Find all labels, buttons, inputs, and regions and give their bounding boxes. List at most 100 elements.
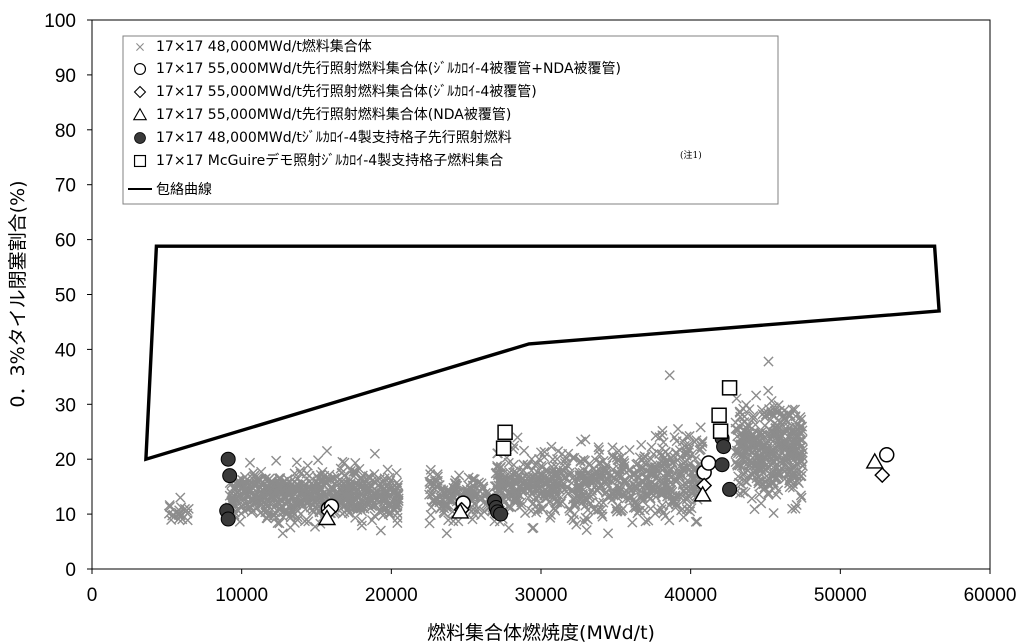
data-point-48000-assembly-shape xyxy=(260,473,271,484)
data-point-48000-assembly-shape xyxy=(317,466,328,478)
data-point-48000-assembly-shape xyxy=(228,482,239,494)
data-point-48000-zr4-grid-shape xyxy=(716,439,732,455)
data-point-48000-assembly-shape xyxy=(305,478,317,489)
data-point-48000-assembly-shape xyxy=(337,456,348,467)
x-tick-label: 40000 xyxy=(664,585,717,606)
data-point-48000-assembly-shape xyxy=(292,512,303,523)
data-point-48000-assembly xyxy=(349,466,361,477)
data-point-48000-assembly-shape xyxy=(183,503,194,514)
data-point-48000-assembly xyxy=(379,473,390,484)
y-tick-label: 10 xyxy=(55,505,76,526)
data-point-48000-assembly-shape xyxy=(260,503,271,515)
data-point-48000-assembly xyxy=(345,465,356,477)
data-point-48000-assembly-shape xyxy=(336,476,347,487)
x-tick-label: 10000 xyxy=(215,585,268,606)
data-point-48000-assembly xyxy=(289,468,300,479)
legend-marker-2-shape xyxy=(133,62,147,76)
data-point-48000-assembly xyxy=(300,504,311,515)
x-tick-label: 30000 xyxy=(515,585,568,606)
legend-marker-6 xyxy=(133,154,147,168)
data-point-48000-assembly xyxy=(292,512,303,523)
data-point-48000-assembly xyxy=(348,466,359,477)
x-tick-label: 50000 xyxy=(814,585,867,606)
data-point-48000-assembly-shape xyxy=(271,455,282,466)
data-point-48000-assembly-shape xyxy=(274,498,285,510)
data-point-48000-assembly-shape xyxy=(263,474,274,485)
data-point-48000-assembly xyxy=(228,482,239,494)
y-tick-label: 30 xyxy=(55,395,76,416)
data-point-48000-assembly-shape xyxy=(294,466,306,477)
y-tick-label: 90 xyxy=(55,66,76,87)
data-point-48000-assembly xyxy=(311,495,322,506)
data-point-48000-assembly-shape xyxy=(393,495,404,507)
data-point-48000-assembly xyxy=(302,460,313,471)
data-point-mcguire-shape xyxy=(721,380,738,396)
data-point-48000-assembly-shape xyxy=(311,495,322,506)
data-point-mcguire-shape xyxy=(711,407,727,424)
y-tick-label: 40 xyxy=(55,340,76,361)
y-tick-label: 80 xyxy=(55,121,76,142)
data-point-48000-assembly xyxy=(164,499,175,511)
data-point-48000-zr4-grid-shape xyxy=(722,481,738,497)
data-point-mcguire xyxy=(495,440,512,456)
data-point-48000-assembly xyxy=(369,510,380,522)
y-tick-label: 60 xyxy=(55,231,76,252)
data-point-48000-assembly xyxy=(317,466,328,478)
data-point-48000-assembly xyxy=(305,478,317,489)
data-point-48000-assembly-shape xyxy=(250,491,261,502)
data-point-48000-assembly-shape xyxy=(164,501,176,512)
y-tick-label: 50 xyxy=(55,286,76,307)
data-point-mcguire-shape xyxy=(497,424,513,441)
data-point-48000-assembly xyxy=(339,457,350,468)
data-point-48000-zr4-grid-shape xyxy=(714,457,730,473)
data-point-48000-assembly xyxy=(393,495,404,507)
legend-label-7: 包絡曲線 xyxy=(156,182,212,198)
data-point-mcguire xyxy=(721,380,738,396)
data-point-48000-assembly-shape xyxy=(351,485,362,497)
data-point-48000-assembly xyxy=(174,505,185,516)
data-point-48000-assembly-shape xyxy=(262,513,273,524)
data-point-48000-assembly-shape xyxy=(300,504,311,515)
data-point-48000-assembly-shape xyxy=(288,482,299,493)
legend-label-1: 17×17 48,000MWd/t燃料集合体 xyxy=(156,38,372,55)
data-point-48000-assembly xyxy=(248,471,259,482)
data-point-48000-assembly-shape xyxy=(241,490,252,502)
data-point-48000-zr4-grid xyxy=(716,439,732,455)
data-point-48000-assembly xyxy=(264,479,275,490)
data-point-48000-assembly xyxy=(380,489,391,500)
data-point-48000-assembly xyxy=(283,488,294,500)
data-point-48000-assembly xyxy=(261,495,272,506)
data-point-mcguire-shape xyxy=(495,440,512,456)
data-point-48000-assembly xyxy=(356,520,367,531)
data-point-48000-assembly xyxy=(350,481,361,492)
data-point-48000-assembly xyxy=(234,516,245,527)
data-point-48000-assembly xyxy=(392,507,403,519)
data-point-48000-assembly xyxy=(385,475,396,486)
data-point-48000-zr4-grid xyxy=(220,511,236,527)
data-point-48000-assembly-shape xyxy=(277,528,288,539)
data-point-48000-assembly-shape xyxy=(261,495,272,506)
data-point-48000-assembly xyxy=(291,457,302,468)
data-point-48000-zr4-grid xyxy=(220,451,236,467)
data-point-48000-assembly-shape xyxy=(344,489,355,500)
data-point-48000-assembly xyxy=(262,513,273,524)
data-point-48000-assembly-shape xyxy=(284,502,296,513)
data-point-48000-assembly-shape xyxy=(248,471,259,482)
data-point-mcguire xyxy=(711,407,727,424)
legend-label-3: 17×17 55,000MWd/t先行照射燃料集合体(ｼﾞﾙｶﾛｲ-4被覆管) xyxy=(156,83,537,100)
data-point-48000-assembly-shape xyxy=(234,516,245,527)
legend-label-5: 17×17 48,000MWd/tｼﾞﾙｶﾛｲ-4製支持格子先行照射燃料 xyxy=(156,129,512,146)
data-point-48000-assembly-shape xyxy=(174,505,185,516)
data-point-mcguire-shape xyxy=(712,423,729,439)
data-point-48000-assembly-shape xyxy=(356,520,367,531)
y-tick-label: 0 xyxy=(65,560,76,581)
data-point-48000-assembly-shape xyxy=(348,466,359,477)
legend-label-6: 17×17 McGuireデモ照射ｼﾞﾙｶﾛｲ-4製支持格子燃料集合 xyxy=(156,152,503,169)
data-point-48000-zr4-grid xyxy=(722,481,738,497)
data-point-48000-zr4-grid-shape xyxy=(220,451,236,467)
data-point-48000-assembly xyxy=(260,473,271,484)
data-point-48000-assembly-shape xyxy=(385,475,396,486)
data-point-48000-assembly xyxy=(337,456,348,467)
data-point-48000-assembly-shape xyxy=(164,499,175,511)
